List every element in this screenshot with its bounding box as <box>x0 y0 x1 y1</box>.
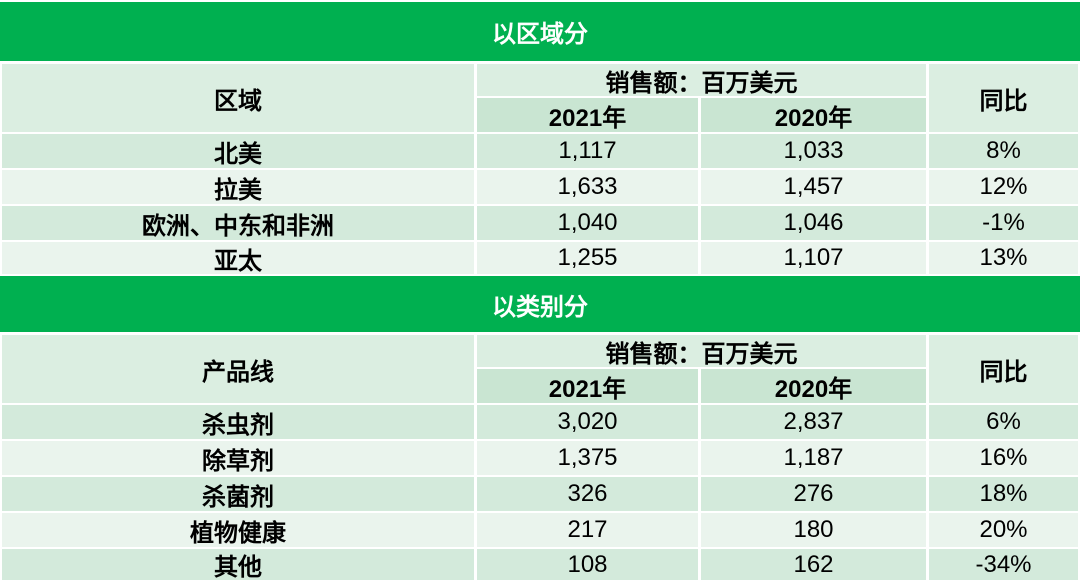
cell-yoy: 13% <box>929 242 1078 274</box>
table-row: 欧洲、中东和非洲 1,040 1,046 -1% <box>0 206 1080 240</box>
row-name: 除草剂 <box>2 441 474 475</box>
row-name: 拉美 <box>2 170 474 204</box>
cell-yoy: 8% <box>929 134 1078 168</box>
cell-yoy: 18% <box>929 477 1078 511</box>
section-banner-region: 以区域分 <box>0 2 1080 61</box>
header-sales-group: 销售额：百万美元 <box>477 64 926 97</box>
cell-yoy: -1% <box>929 206 1078 240</box>
section-title: 以类别分 <box>492 293 588 321</box>
cell-2020: 1,187 <box>701 441 926 475</box>
cell-2021: 1,040 <box>477 206 698 240</box>
table-row: 亚太 1,255 1,107 13% <box>0 242 1080 275</box>
header-sales-group: 销售额：百万美元 <box>477 335 926 368</box>
cell-2021: 1,255 <box>477 242 698 274</box>
cell-2021: 108 <box>477 549 698 580</box>
section-banner-category: 以类别分 <box>0 276 1080 332</box>
cell-yoy: 6% <box>929 405 1078 439</box>
row-name: 欧洲、中东和非洲 <box>2 206 474 240</box>
region-header: 区域 销售额：百万美元 2021年 2020年 同比 <box>0 64 1080 132</box>
header-region-label: 区域 <box>2 64 474 132</box>
cell-yoy: 12% <box>929 170 1078 204</box>
header-yoy: 同比 <box>929 335 1078 403</box>
table-row: 杀虫剂 3,020 2,837 6% <box>0 405 1080 439</box>
header-yoy: 同比 <box>929 64 1078 132</box>
cell-2020: 1,107 <box>701 242 926 274</box>
row-name: 杀菌剂 <box>2 477 474 511</box>
table-row: 北美 1,117 1,033 8% <box>0 134 1080 168</box>
table-row: 除草剂 1,375 1,187 16% <box>0 441 1080 475</box>
cell-2021: 1,375 <box>477 441 698 475</box>
cell-2021: 217 <box>477 513 698 547</box>
row-name: 植物健康 <box>2 513 474 547</box>
cell-2020: 180 <box>701 513 926 547</box>
category-header: 产品线 销售额：百万美元 2021年 2020年 同比 <box>0 335 1080 403</box>
cell-2021: 3,020 <box>477 405 698 439</box>
cell-2020: 2,837 <box>701 405 926 439</box>
cell-2021: 1,633 <box>477 170 698 204</box>
cell-2021: 1,117 <box>477 134 698 168</box>
header-product-line-label: 产品线 <box>2 335 474 403</box>
section-title: 以区域分 <box>492 21 588 48</box>
table-row: 其他 108 162 -34% <box>0 549 1080 581</box>
row-name: 亚太 <box>2 242 474 275</box>
cell-2020: 1,046 <box>701 206 926 240</box>
cell-yoy: -34% <box>929 549 1078 580</box>
cell-yoy: 20% <box>929 513 1078 547</box>
header-2021: 2021年 <box>477 369 698 403</box>
row-name: 北美 <box>2 134 474 168</box>
cell-2021: 326 <box>477 477 698 511</box>
row-name: 杀虫剂 <box>2 405 474 439</box>
table-row: 植物健康 217 180 20% <box>0 513 1080 547</box>
cell-2020: 276 <box>701 477 926 511</box>
table-row: 拉美 1,633 1,457 12% <box>0 170 1080 204</box>
cell-2020: 1,457 <box>701 170 926 204</box>
header-2021: 2021年 <box>477 98 698 132</box>
cell-2020: 1,033 <box>701 134 926 168</box>
cell-yoy: 16% <box>929 441 1078 475</box>
header-2020: 2020年 <box>701 98 926 132</box>
table-row: 杀菌剂 326 276 18% <box>0 477 1080 511</box>
row-name: 其他 <box>2 549 474 581</box>
header-2020: 2020年 <box>701 369 926 403</box>
cell-2020: 162 <box>701 549 926 580</box>
